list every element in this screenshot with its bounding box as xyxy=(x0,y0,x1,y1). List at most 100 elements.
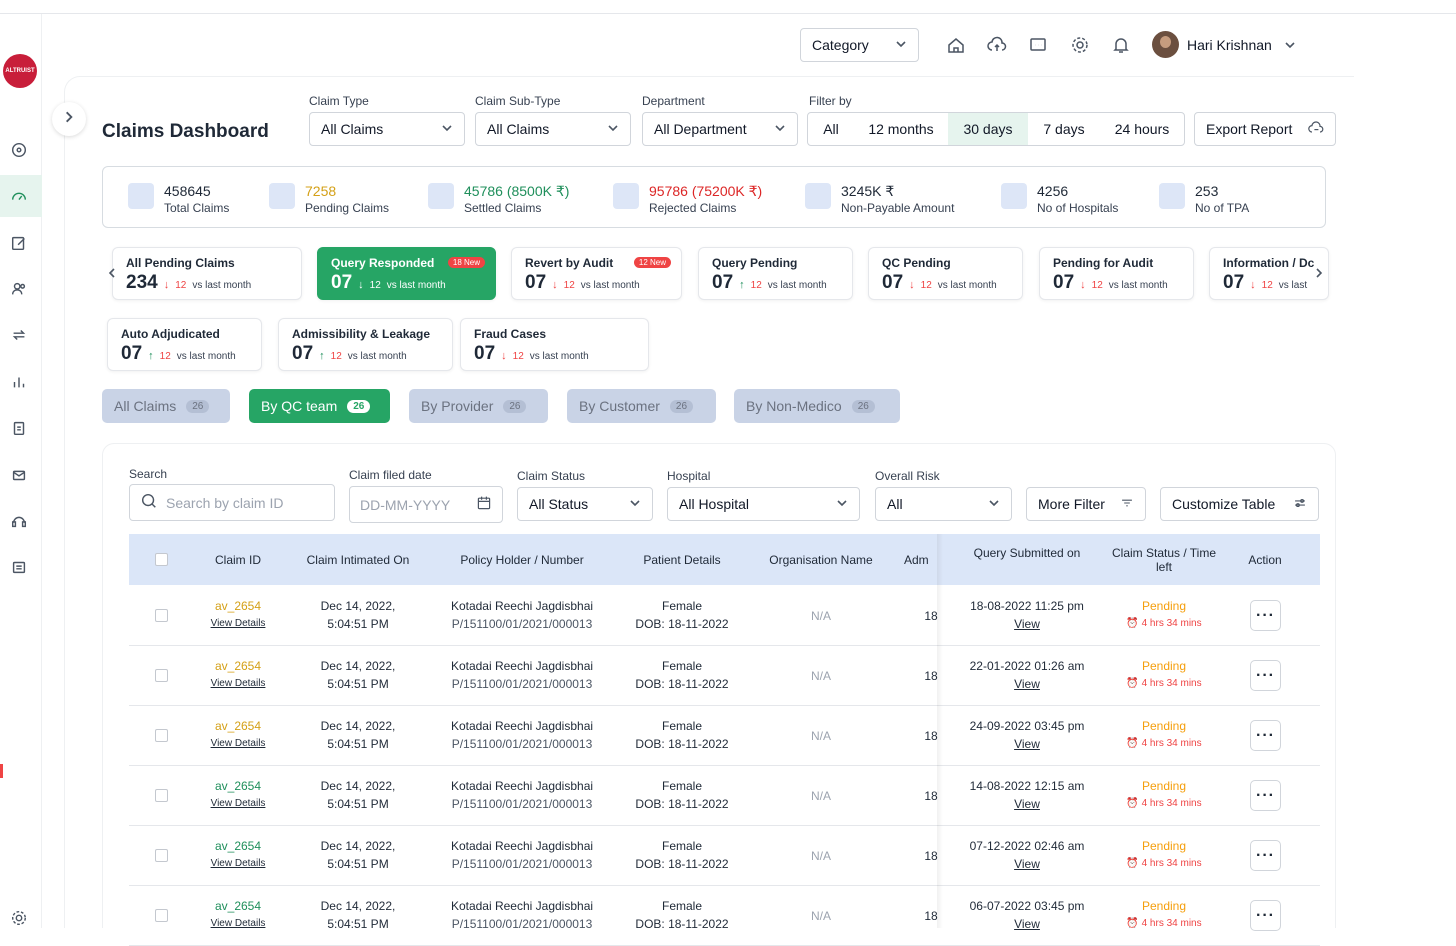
chat-icon[interactable] xyxy=(1028,35,1048,55)
group-tab[interactable]: All Claims 26 xyxy=(102,389,230,423)
time-filter-7-days[interactable]: 7 days xyxy=(1043,121,1085,137)
gear-icon[interactable] xyxy=(1070,35,1090,55)
status-card[interactable]: Revert by Audit 07 ↓ 12 vs last month 12 New xyxy=(511,247,682,300)
claim-id-link[interactable]: av_2654 xyxy=(214,599,262,613)
group-tab[interactable]: By Provider 26 xyxy=(409,389,548,423)
status-card[interactable]: Query Responded 07 ↓ 12 vs last month 18 New xyxy=(317,247,496,300)
table-row[interactable]: av_2654 View Details Dec 14, 2022, 5:04:51 … xyxy=(129,586,1320,646)
export-report-button[interactable]: Export Report xyxy=(1194,112,1336,146)
view-link[interactable]: View xyxy=(1014,677,1040,691)
users-icon[interactable] xyxy=(9,279,29,299)
view-details-link[interactable]: View Details xyxy=(210,678,266,689)
table-row[interactable]: av_2654 View Details Dec 14, 2022, 5:04:51 … xyxy=(129,826,1320,886)
chevron-down-icon[interactable] xyxy=(1284,38,1296,50)
home-icon[interactable] xyxy=(946,35,966,55)
customize-table-button[interactable]: Customize Table xyxy=(1160,487,1319,521)
status-card[interactable]: Auto Adjudicated 07 ↑ 12 vs last month xyxy=(107,318,262,371)
row-checkbox[interactable] xyxy=(155,789,168,802)
table-row[interactable]: av_2654 View Details Dec 14, 2022, 5:04:51 … xyxy=(129,766,1320,826)
row-actions-button[interactable]: ··· xyxy=(1250,840,1281,871)
chevron-left-icon[interactable] xyxy=(106,266,118,278)
row-actions-button[interactable]: ··· xyxy=(1250,780,1281,811)
view-link[interactable]: View xyxy=(1014,617,1040,631)
mail-icon[interactable] xyxy=(9,465,29,485)
col-claim-status[interactable]: Claim Status / Time left xyxy=(1111,546,1217,574)
row-checkbox[interactable] xyxy=(155,669,168,682)
col-organisation[interactable]: Organisation Name xyxy=(769,553,873,567)
col-claim-id[interactable]: Claim ID xyxy=(214,553,261,567)
status-card[interactable]: Fraud Cases 07 ↓ 12 vs last month xyxy=(460,318,649,371)
status-card[interactable]: Pending for Audit 07 ↓ 12 vs last month xyxy=(1039,247,1194,300)
view-details-link[interactable]: View Details xyxy=(210,918,266,929)
claim-id-link[interactable]: av_2654 xyxy=(214,779,262,793)
time-filter-12-months[interactable]: 12 months xyxy=(868,121,934,137)
department-select[interactable]: All Department xyxy=(642,112,798,146)
time-filter-all[interactable]: All xyxy=(823,121,839,137)
claim-type-select[interactable]: All Claims xyxy=(309,112,465,146)
col-query-submitted[interactable]: Query Submitted on xyxy=(973,546,1081,560)
row-checkbox[interactable] xyxy=(155,609,168,622)
group-tab[interactable]: By QC team 26 xyxy=(249,389,390,423)
collapse-sidebar-button[interactable] xyxy=(52,102,86,136)
status-card[interactable]: Information / Dc 07 ↓ 12 vs last xyxy=(1209,247,1329,300)
status-card[interactable]: All Pending Claims 234 ↓ 12 vs last month xyxy=(112,247,302,300)
status-card[interactable]: QC Pending 07 ↓ 12 vs last month xyxy=(868,247,1023,300)
row-actions-button[interactable]: ··· xyxy=(1250,720,1281,751)
col-policy-holder[interactable]: Policy Holder / Number xyxy=(460,553,584,567)
status-select[interactable]: All Status xyxy=(517,487,653,521)
dashboard-icon[interactable] xyxy=(9,186,29,206)
user-name[interactable]: Hari Krishnan xyxy=(1187,37,1272,53)
view-details-link[interactable]: View Details xyxy=(210,738,266,749)
category-dropdown[interactable]: Category xyxy=(800,28,919,62)
select-all-checkbox[interactable] xyxy=(155,553,168,566)
group-tab[interactable]: By Non-Medico 26 xyxy=(734,389,900,423)
avatar[interactable] xyxy=(1152,31,1179,58)
row-checkbox[interactable] xyxy=(155,729,168,742)
view-details-link[interactable]: View Details xyxy=(210,858,266,869)
row-actions-button[interactable]: ··· xyxy=(1250,900,1281,931)
claim-id-link[interactable]: av_2654 xyxy=(214,899,262,913)
claim-id-link[interactable]: av_2654 xyxy=(214,719,262,733)
view-link[interactable]: View xyxy=(1014,917,1040,931)
settings-icon[interactable] xyxy=(9,908,29,928)
view-details-link[interactable]: View Details xyxy=(210,618,266,629)
chevron-right-icon[interactable] xyxy=(1313,266,1325,278)
status-card[interactable]: Admissibility & Leakage 07 ↑ 12 vs last mont… xyxy=(278,318,453,371)
search-input[interactable]: Search by claim ID xyxy=(129,484,335,521)
time-filter-24-hours[interactable]: 24 hours xyxy=(1114,121,1170,137)
date-input[interactable]: DD-MM-YYYY xyxy=(349,486,503,523)
analytics-icon[interactable] xyxy=(9,140,29,160)
row-actions-button[interactable]: ··· xyxy=(1250,660,1281,691)
claim-id-link[interactable]: av_2654 xyxy=(214,839,262,853)
row-checkbox[interactable] xyxy=(155,849,168,862)
row-actions-button[interactable]: ··· xyxy=(1250,600,1281,631)
table-row[interactable]: av_2654 View Details Dec 14, 2022, 5:04:51 … xyxy=(129,706,1320,766)
group-tab[interactable]: By Customer 26 xyxy=(567,389,716,423)
hospital-select[interactable]: All Hospital xyxy=(667,487,860,521)
edit-icon[interactable] xyxy=(9,233,29,253)
view-link[interactable]: View xyxy=(1014,857,1040,871)
table-row[interactable]: av_2654 View Details Dec 14, 2022, 5:04:51 … xyxy=(129,646,1320,706)
clipboard-icon[interactable] xyxy=(9,418,29,438)
more-filter-button[interactable]: More Filter xyxy=(1026,487,1146,521)
view-link[interactable]: View xyxy=(1014,797,1040,811)
bar-chart-icon[interactable] xyxy=(9,372,29,392)
claim-id-link[interactable]: av_2654 xyxy=(214,659,262,673)
risk-select[interactable]: All xyxy=(875,487,1012,521)
row-checkbox[interactable] xyxy=(155,909,168,922)
view-details-link[interactable]: View Details xyxy=(210,798,266,809)
company-logo[interactable]: ALTRUIST xyxy=(3,54,37,88)
col-patient-details[interactable]: Patient Details xyxy=(643,553,721,567)
time-filter-30-days[interactable]: 30 days xyxy=(948,113,1028,145)
document-icon[interactable] xyxy=(9,557,29,577)
table-row[interactable]: av_2654 View Details Dec 14, 2022, 5:04:51 … xyxy=(129,886,1320,946)
claim-sub-type-select[interactable]: All Claims xyxy=(475,112,631,146)
cloud-upload-icon[interactable] xyxy=(987,35,1007,55)
col-adm[interactable]: Adm xyxy=(904,553,929,567)
bell-icon[interactable] xyxy=(1111,35,1131,55)
headset-icon[interactable] xyxy=(9,511,29,531)
refresh-icon[interactable] xyxy=(9,325,29,345)
view-link[interactable]: View xyxy=(1014,737,1040,751)
status-card[interactable]: Query Pending 07 ↑ 12 vs last month xyxy=(698,247,853,300)
col-claim-intimated[interactable]: Claim Intimated On xyxy=(306,553,410,567)
